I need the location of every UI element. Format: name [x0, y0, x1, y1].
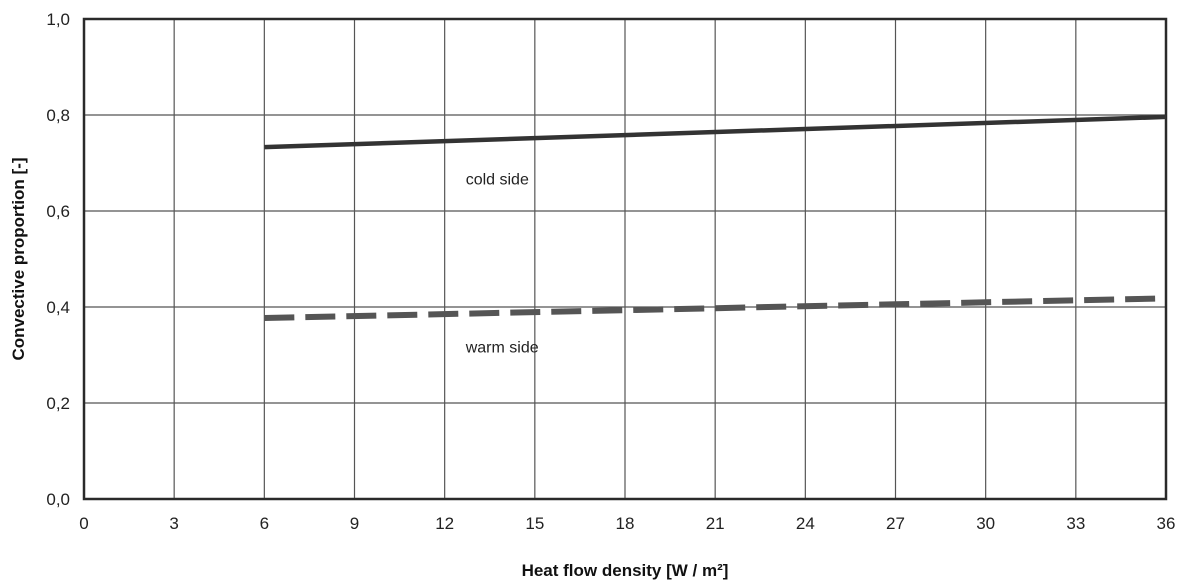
x-tick-label: 9 — [350, 514, 359, 533]
annotation-label: cold side — [466, 172, 529, 189]
series-line-cold-side — [264, 114, 1167, 150]
y-tick-label: 0,8 — [46, 106, 70, 125]
plot-frame — [82, 17, 1168, 501]
x-tick-labels: 0 3 6 9 12 15 18 21 24 27 30 33 36 — [79, 514, 1175, 533]
y-tick-label: 1,0 — [46, 10, 70, 29]
y-tick-labels: 0,0 0,2 0,4 0,6 0,8 1,0 — [46, 10, 70, 509]
y-tick-label: 0,4 — [46, 298, 70, 317]
series-line-warm-side — [264, 295, 1167, 322]
x-tick-label: 18 — [616, 514, 635, 533]
grid — [83, 18, 1167, 500]
y-tick-label: 0,6 — [46, 202, 70, 221]
x-tick-label: 30 — [976, 514, 995, 533]
x-tick-label: 12 — [435, 514, 454, 533]
x-tick-label: 36 — [1157, 514, 1176, 533]
x-tick-label: 21 — [706, 514, 725, 533]
x-tick-label: 0 — [79, 514, 88, 533]
x-tick-label: 6 — [260, 514, 269, 533]
x-tick-label: 15 — [525, 514, 544, 533]
y-axis-title: Convective proportion [-] — [9, 157, 28, 360]
x-tick-label: 33 — [1066, 514, 1085, 533]
x-axis-title: Heat flow density [W / m²] — [522, 561, 729, 580]
annotation-label: warm side — [465, 340, 539, 357]
x-tick-label: 3 — [169, 514, 178, 533]
series-layer — [264, 114, 1167, 322]
y-tick-label: 0,2 — [46, 394, 70, 413]
annotations: cold side warm side — [465, 172, 539, 357]
x-tick-label: 27 — [886, 514, 905, 533]
y-tick-label: 0,0 — [46, 490, 70, 509]
x-tick-label: 24 — [796, 514, 815, 533]
